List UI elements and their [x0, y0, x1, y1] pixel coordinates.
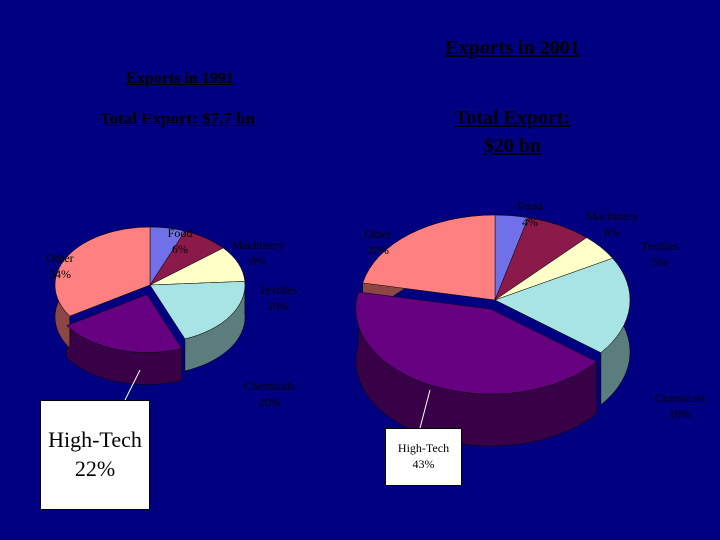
category-label: Chemicals [654, 391, 706, 405]
category-label: Food [167, 226, 193, 240]
category-label: Other [46, 251, 74, 265]
category-label: High-Tech [397, 441, 450, 456]
value-label: 19% [669, 407, 691, 421]
slice-label: Chemicals 19% [640, 390, 720, 422]
value-label: 20% [259, 395, 281, 409]
value-label: 43% [412, 457, 435, 471]
value-label: 4% [522, 215, 538, 229]
category-label: Textiles [641, 239, 679, 253]
value-label: 8% [604, 225, 620, 239]
pie-slice [149, 281, 246, 340]
callout-line [419, 389, 431, 429]
category-label: Textiles [259, 283, 297, 297]
slice-label: Textiles 5% [620, 238, 700, 270]
value-label: 34% [49, 267, 71, 281]
pie-slice [494, 257, 631, 353]
slice-label: Machinery 8% [218, 237, 298, 269]
pie-slice [362, 214, 496, 301]
category-label: Machinery [586, 209, 638, 223]
category-label: Chemicals [244, 379, 296, 393]
value-label: 22% [74, 456, 116, 481]
slice-label: Chemicals 20% [230, 378, 310, 410]
slice-label: Textiles 10% [238, 282, 318, 314]
chart-subtitle: Total Export: $20 bn [454, 107, 571, 157]
pie-slice [66, 294, 183, 353]
chart-title: Exports in 1991 [126, 70, 234, 87]
value-label: 8% [250, 254, 266, 268]
slice-label: Other 34% [20, 250, 100, 282]
chart-subtitle: Total Export: $7.7 bn [99, 109, 256, 128]
chart-title: Exports in 2001 [445, 37, 580, 59]
slice-label: Food 6% [140, 225, 220, 257]
slice-label: Machinery 8% [572, 208, 652, 240]
category-label: High-Tech [48, 427, 142, 453]
category-label: Other [364, 227, 392, 241]
callout-box: High-Tech 22% [40, 400, 150, 510]
value-label: 5% [652, 255, 668, 269]
pie-slice [54, 226, 151, 317]
category-label: Food [517, 199, 543, 213]
value-label: 10% [267, 299, 289, 313]
value-label: 6% [172, 242, 188, 256]
pie-slice [355, 291, 598, 395]
slice-label: Food 4% [490, 198, 570, 230]
callout-line [124, 369, 141, 401]
category-label: Machinery [232, 238, 284, 252]
callout-box: High-Tech 43% [385, 428, 462, 486]
slice-label: Other 22% [338, 226, 418, 258]
value-label: 22% [367, 243, 389, 257]
